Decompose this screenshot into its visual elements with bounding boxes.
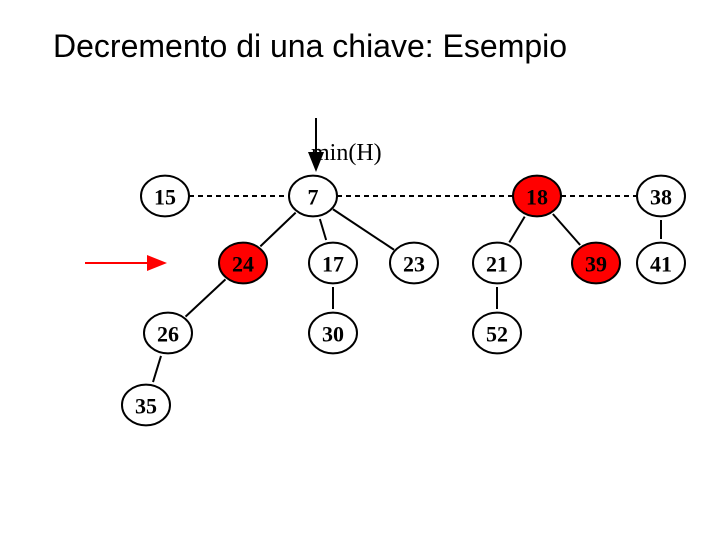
node-label: 39	[585, 252, 607, 277]
heap-node: 18	[513, 176, 561, 217]
edges	[153, 209, 661, 382]
node-label: 18	[526, 185, 548, 210]
heap-node: 39	[572, 243, 620, 284]
tree-edge	[186, 279, 226, 316]
tree-edge	[153, 356, 161, 382]
tree-edge	[553, 214, 580, 245]
heap-node: 26	[144, 313, 192, 354]
heap-node: 23	[390, 243, 438, 284]
arrows	[85, 118, 316, 263]
nodes: 15 7 18 38 24 17 23 21 39 41 26 30 52 35	[122, 176, 685, 426]
node-label: 17	[322, 252, 344, 277]
node-label: 15	[154, 185, 176, 210]
node-label: 38	[650, 185, 672, 210]
tree-edge	[509, 217, 524, 243]
heap-node: 24	[219, 243, 267, 284]
node-label: 23	[403, 252, 425, 277]
tree-edge	[260, 213, 295, 247]
node-label: 21	[486, 252, 508, 277]
heap-node: 17	[309, 243, 357, 284]
heap-node: 41	[637, 243, 685, 284]
node-label: 41	[650, 252, 672, 277]
heap-node: 30	[309, 313, 357, 354]
node-label: 30	[322, 322, 344, 347]
heap-node: 35	[122, 385, 170, 426]
heap-node: 7	[289, 176, 337, 217]
node-label: 35	[135, 394, 157, 419]
node-label: 7	[308, 185, 319, 210]
tree-edge	[320, 219, 326, 240]
node-label: 24	[232, 252, 254, 277]
heap-node: 52	[473, 313, 521, 354]
node-label: 52	[486, 322, 508, 347]
heap-node: 15	[141, 176, 189, 217]
node-label: 26	[157, 322, 179, 347]
heap-node: 38	[637, 176, 685, 217]
fibonacci-heap-diagram: 15 7 18 38 24 17 23 21 39 41 26 30 52 35	[0, 0, 720, 540]
heap-node: 21	[473, 243, 521, 284]
